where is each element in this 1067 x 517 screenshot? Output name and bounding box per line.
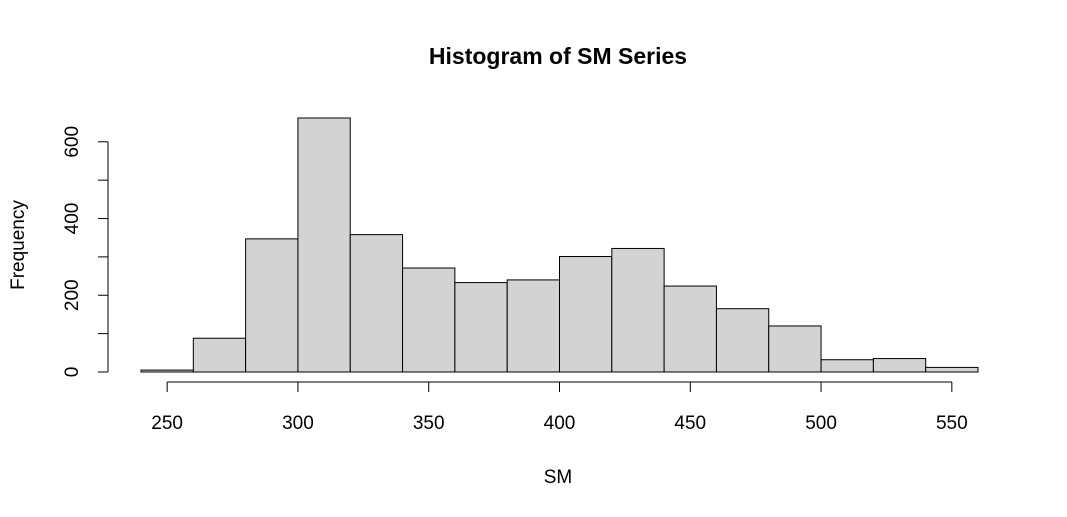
histogram-bar-420-440 <box>611 247 665 373</box>
x-tick-label-400: 400 <box>544 413 576 434</box>
histogram-bar-500-520 <box>820 359 874 373</box>
y-axis: 0 200 400 600 <box>62 126 109 378</box>
x-axis-title: SM <box>544 467 573 488</box>
histogram-bar-320-340 <box>349 234 404 373</box>
histogram-bar-540-560 <box>925 366 979 373</box>
histogram-bar-440-460 <box>663 285 717 373</box>
histogram-bar-400-420 <box>559 256 613 373</box>
histogram-bar-260-280 <box>192 337 247 373</box>
histogram-bar-480-500 <box>768 325 822 373</box>
y-tick-label-200: 200 <box>62 279 83 311</box>
histogram-bar-460-480 <box>715 308 770 373</box>
y-tick-label-0: 0 <box>62 367 83 378</box>
histogram-bar-340-360 <box>402 267 456 373</box>
x-tick-label-500: 500 <box>805 413 837 434</box>
histogram-bar-360-380 <box>454 282 508 373</box>
chart-title: Histogram of SM Series <box>429 43 687 69</box>
y-axis-title: Frequency <box>8 200 29 290</box>
x-tick-label-450: 450 <box>674 413 706 434</box>
x-tick-label-300: 300 <box>282 413 314 434</box>
x-tick-label-250: 250 <box>151 413 183 434</box>
y-tick-label-600: 600 <box>62 126 83 158</box>
x-tick-label-550: 550 <box>936 413 968 434</box>
histogram-bar-280-300 <box>245 238 299 373</box>
x-tick-label-350: 350 <box>413 413 445 434</box>
bars-group <box>140 117 979 373</box>
histogram-bar-380-400 <box>506 279 560 373</box>
histogram-bar-240-260 <box>140 369 194 373</box>
histogram-bar-520-540 <box>872 358 927 373</box>
histogram-bar-300-320 <box>297 117 351 373</box>
y-tick-label-400: 400 <box>62 203 83 235</box>
x-axis: 250 300 350 400 450 500 550 <box>151 381 968 434</box>
